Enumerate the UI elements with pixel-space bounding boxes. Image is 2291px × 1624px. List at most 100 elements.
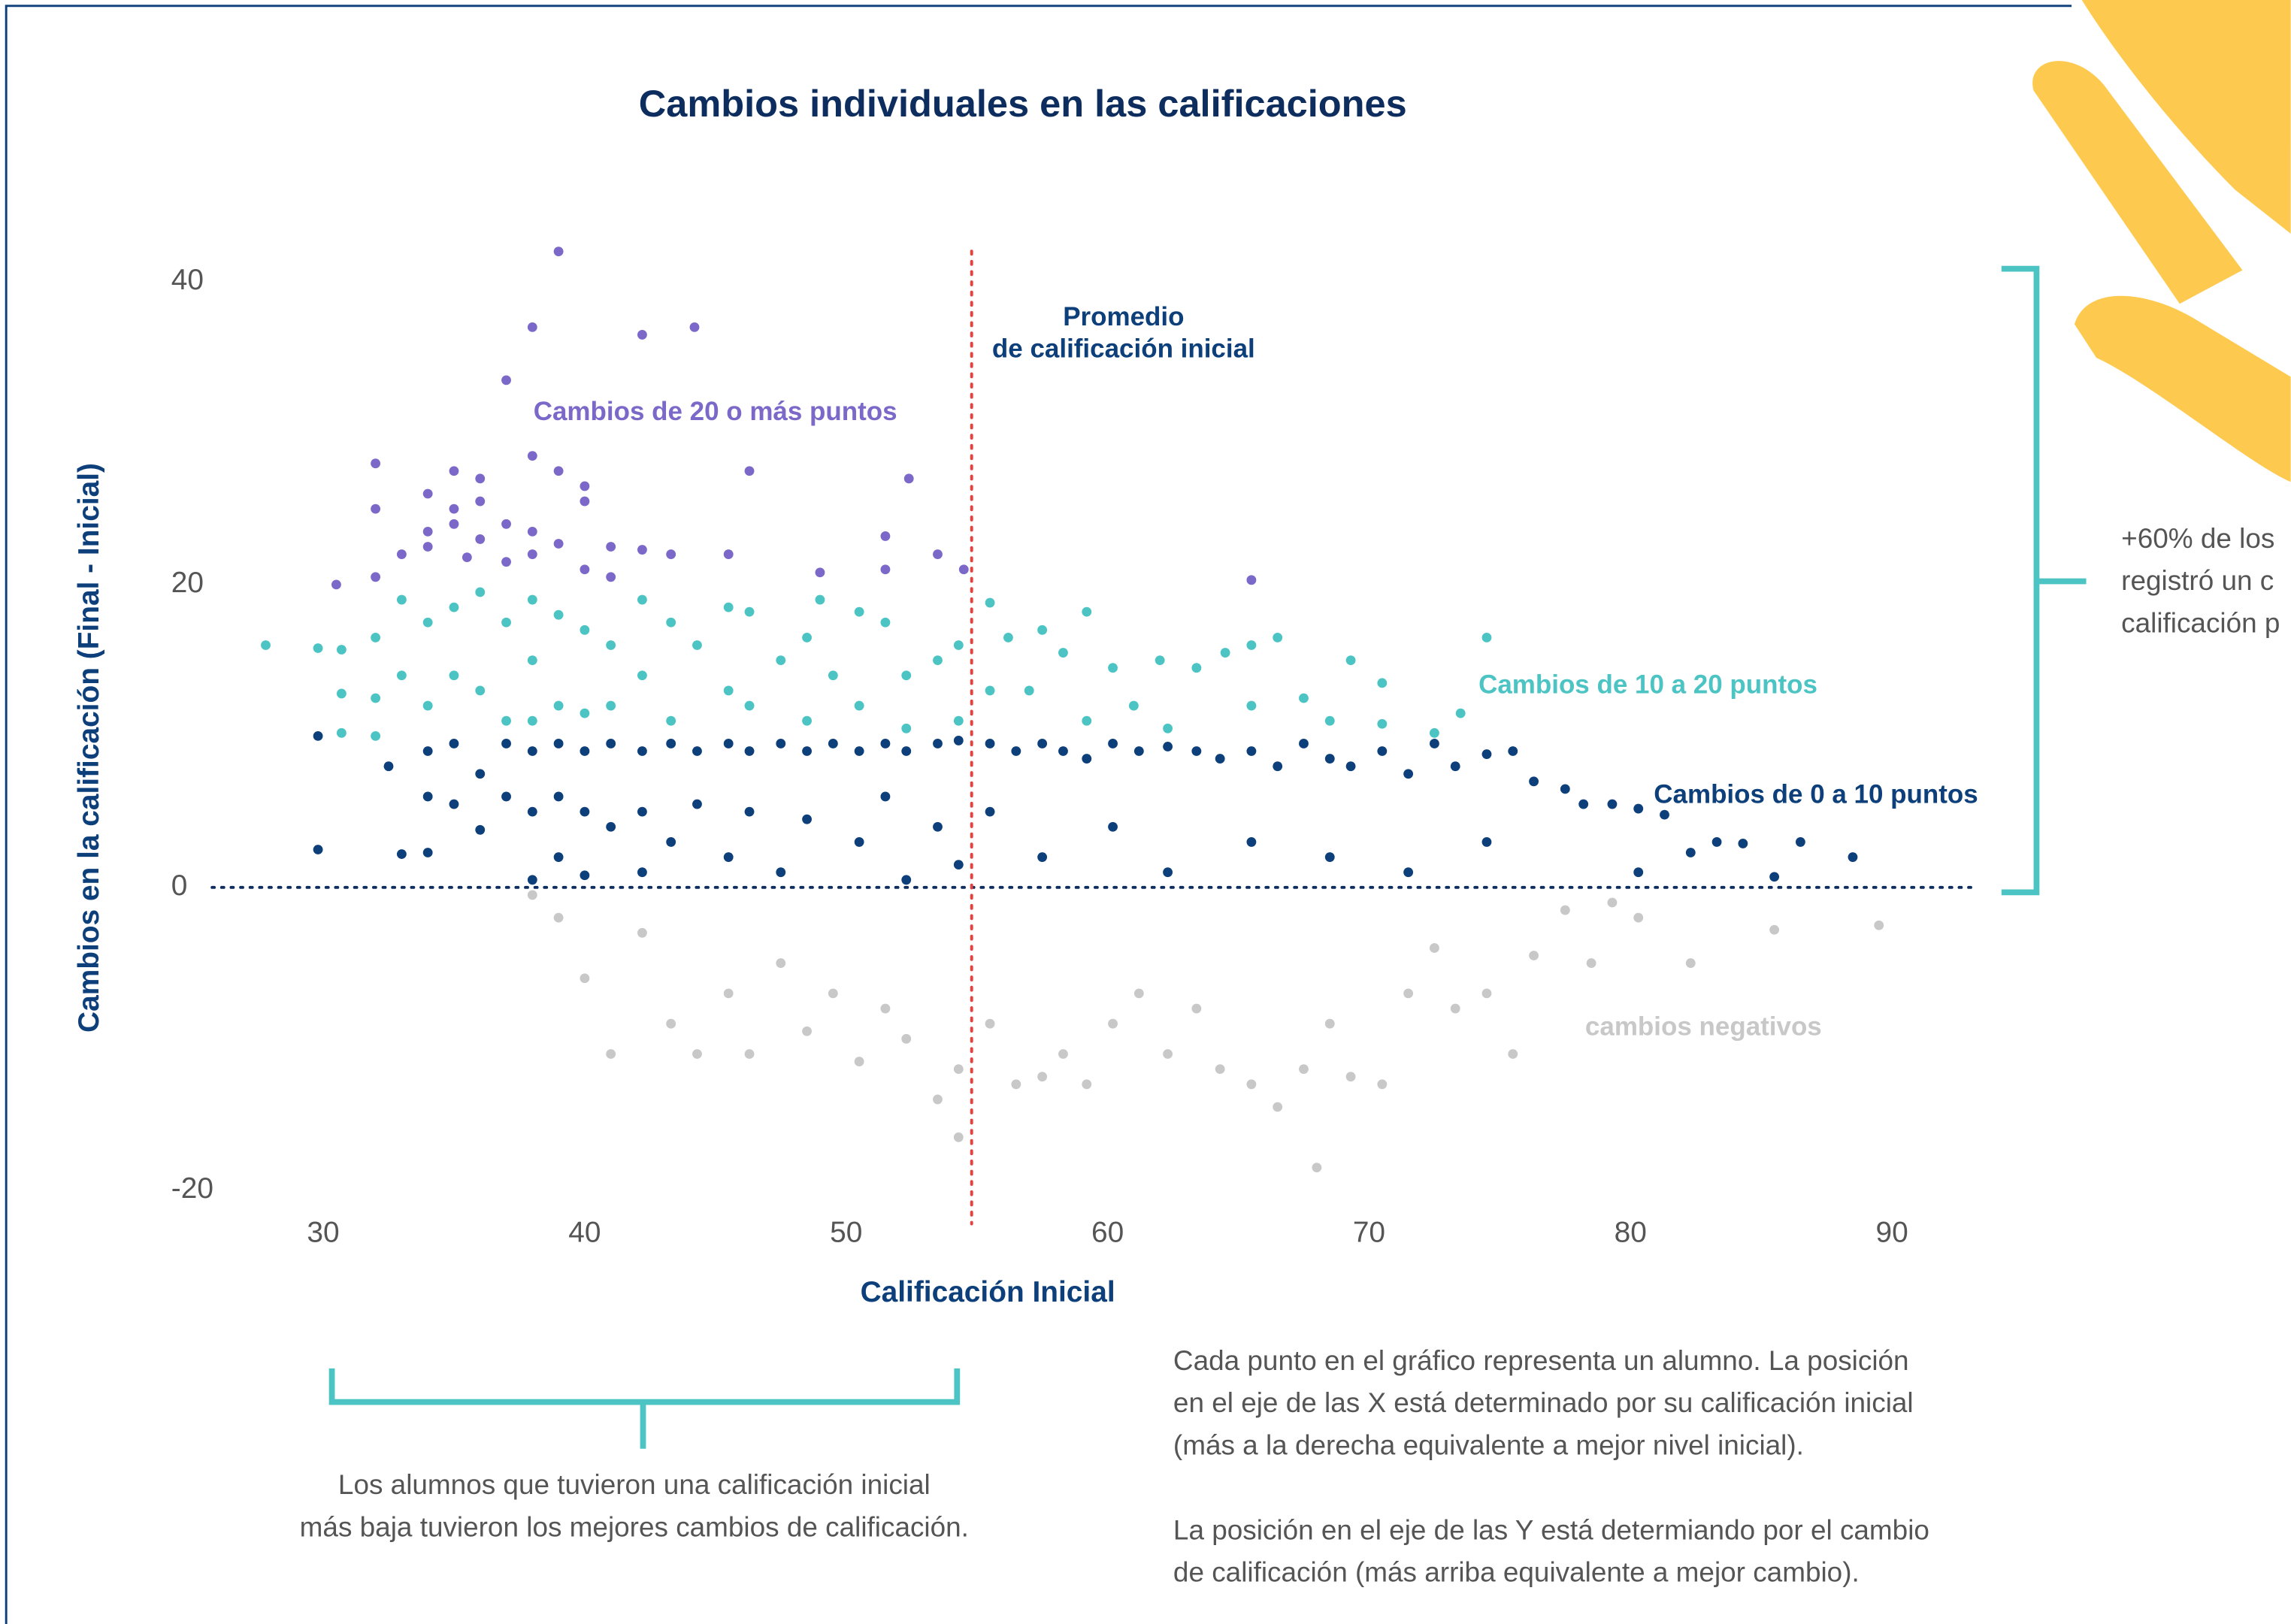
x-axis-label: Calificación Inicial [861,1276,1115,1308]
data-point [580,973,590,984]
data-point [744,806,755,817]
hand-decoration [2032,0,2291,482]
data-point [1191,663,1202,673]
data-point [802,1026,812,1036]
data-point [1633,912,1644,923]
data-point [953,735,964,745]
series-label: cambios negativos [1585,1012,1822,1041]
x-tick-label: 40 [568,1216,601,1248]
data-point [802,715,812,726]
data-point [501,519,511,529]
data-point [553,246,564,257]
data-point [553,700,564,711]
data-point [1481,836,1492,847]
data-point [1273,1102,1283,1112]
data-point [901,1033,912,1044]
data-point [527,746,537,756]
data-point [449,504,459,514]
series-label: Cambios de 10 a 20 puntos [1478,670,1817,700]
note-line: de calificación (más arriba equivalente … [1173,1557,1860,1588]
data-point [580,746,590,756]
data-point [1191,1003,1202,1014]
data-point [371,504,381,514]
data-point [313,730,323,741]
data-point [958,564,969,575]
data-point [933,739,943,748]
data-point [553,466,564,476]
data-point [1795,836,1805,847]
data-point [475,824,486,835]
data-point [606,542,616,552]
data-point [723,852,734,862]
data-point [1082,606,1092,617]
data-point [1429,727,1439,738]
data-point [396,549,407,559]
data-point [854,700,864,711]
data-point [933,549,943,559]
data-point [1769,872,1780,882]
data-point [1011,1079,1021,1090]
data-point [449,602,459,612]
data-point [637,670,647,681]
data-point [527,322,537,332]
data-point [985,1018,995,1029]
data-point [1529,951,1539,960]
data-point [1377,746,1388,756]
data-point [396,849,407,859]
data-point [1011,746,1021,756]
data-point [1273,761,1283,772]
x-tick-label: 60 [1091,1216,1124,1248]
data-point [1769,924,1780,935]
data-point [1215,1064,1225,1075]
data-point [371,632,381,643]
data-point [553,791,564,802]
data-point [666,836,676,847]
data-point [880,617,891,628]
data-point [553,912,564,923]
data-point [1377,678,1388,688]
data-point [1220,648,1230,658]
data-point [383,761,394,772]
data-point [1685,848,1696,857]
side-note: +60% de los [2121,523,2274,554]
data-point [666,715,676,726]
data-point [1163,867,1173,878]
data-point [776,867,786,878]
data-point [880,739,891,748]
data-point [371,572,381,582]
data-point [1508,1049,1518,1059]
side-note: registró un c [2121,565,2274,596]
data-point [1403,769,1414,779]
data-point [580,708,590,718]
data-point [1660,809,1669,820]
data-point [553,609,564,620]
x-tick-label: 80 [1615,1216,1647,1248]
y-tick-label: 20 [171,567,204,599]
data-point [261,640,271,650]
data-point [580,496,590,507]
data-point [580,624,590,635]
right-bracket [2001,265,2087,896]
data-point [692,640,702,650]
data-point [744,746,755,756]
data-point [1874,920,1884,930]
data-point [666,549,676,559]
data-point [1481,988,1492,999]
data-point [1455,708,1466,718]
data-point [637,927,647,938]
data-point [637,746,647,756]
data-point [802,632,812,643]
data-point [1273,632,1283,643]
data-point [1560,784,1570,794]
data-point [854,1057,864,1066]
data-point [1633,803,1644,814]
data-point [336,645,347,655]
reference-label: de calificación inicial [992,334,1255,364]
data-point [953,1132,964,1142]
data-point [953,640,964,650]
data-point [692,746,702,756]
data-point [1633,867,1644,878]
data-point [744,466,755,476]
data-point [1607,799,1618,809]
y-tick-label: -20 [171,1172,213,1205]
